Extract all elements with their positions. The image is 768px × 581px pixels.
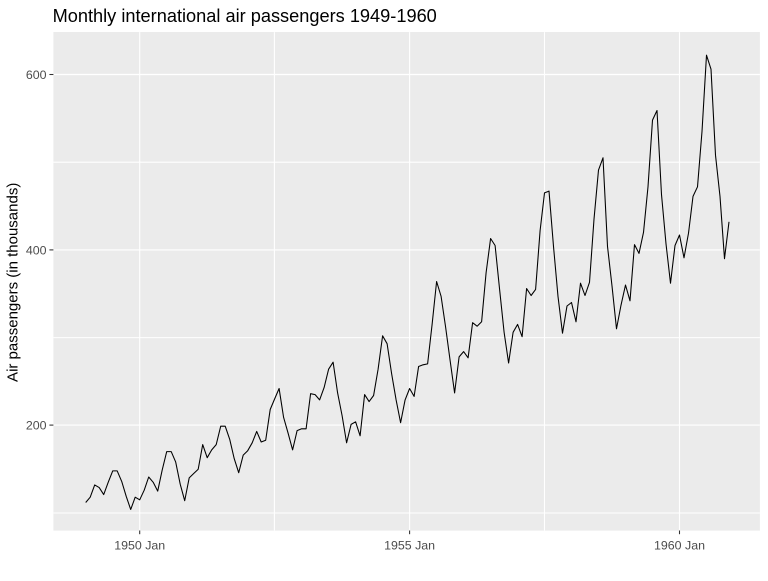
svg-text:Air passengers (in thousands): Air passengers (in thousands)	[5, 183, 22, 382]
svg-text:600: 600	[26, 68, 47, 82]
svg-text:1960 Jan: 1960 Jan	[654, 538, 705, 552]
svg-text:400: 400	[26, 243, 47, 257]
svg-text:1955 Jan: 1955 Jan	[384, 538, 435, 552]
svg-text:1950 Jan: 1950 Jan	[114, 538, 165, 552]
svg-text:200: 200	[26, 419, 47, 433]
svg-text:Monthly international air pass: Monthly international air passengers 194…	[53, 6, 437, 26]
